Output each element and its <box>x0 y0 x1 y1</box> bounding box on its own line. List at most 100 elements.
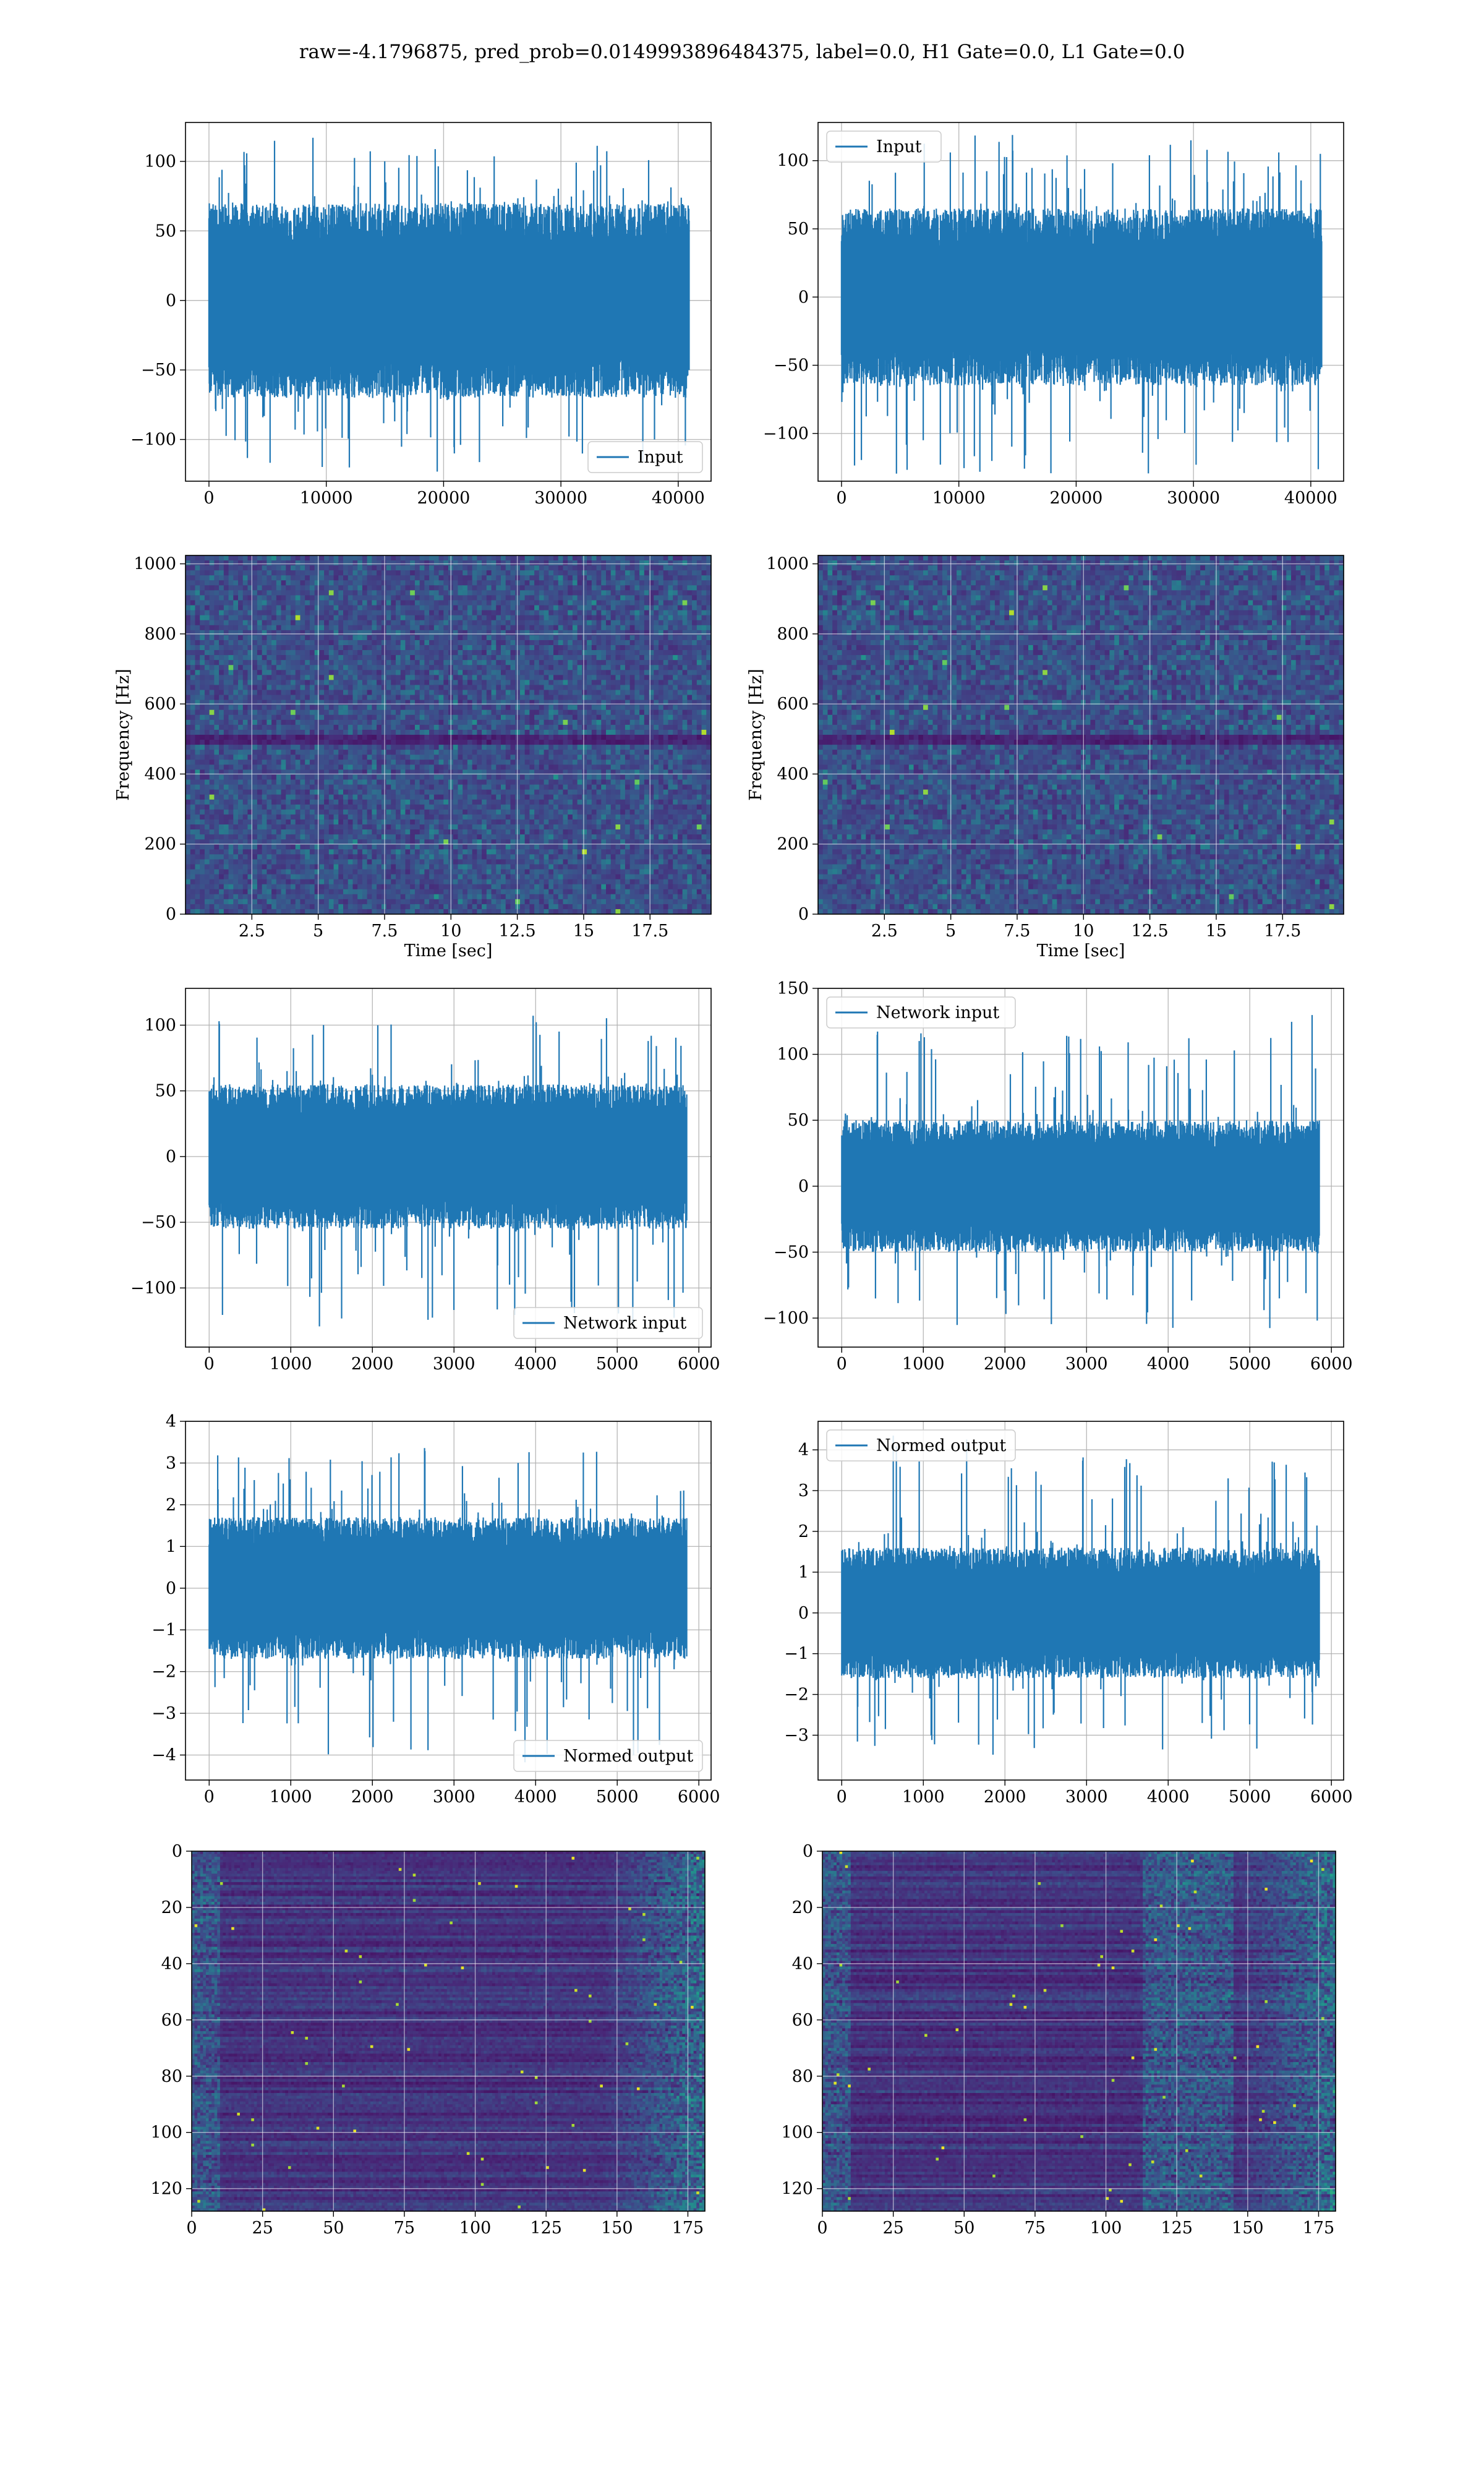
x-tick-label: 6000 <box>678 1787 720 1807</box>
x-tick-label: 40000 <box>1284 489 1337 508</box>
x-axis-label: Time [sec] <box>1037 941 1125 961</box>
y-tick-label: 0 <box>798 1177 809 1196</box>
series-line <box>842 1015 1319 1328</box>
y-tick-label: −100 <box>763 424 809 443</box>
x-tick-label: 2000 <box>351 1787 394 1807</box>
legend: Network input <box>514 1308 702 1338</box>
x-tick-label: 15 <box>1206 922 1227 941</box>
x-tick-label: 175 <box>1303 2219 1335 2238</box>
y-tick-label: −3 <box>784 1726 809 1745</box>
x-tick-label: 4000 <box>514 1355 557 1374</box>
x-tick-label: 150 <box>1232 2219 1264 2238</box>
y-tick-label: 800 <box>144 625 176 644</box>
x-tick-label: 0 <box>836 489 846 508</box>
y-tick-label: 200 <box>144 835 176 854</box>
x-tick-label: 6000 <box>1310 1787 1353 1807</box>
y-tick-label: 40 <box>161 1954 182 1974</box>
y-tick-label: 60 <box>792 2011 813 2030</box>
heatmap-cells <box>818 555 1344 915</box>
x-axis-label: Time [sec] <box>404 941 493 961</box>
y-tick-label: 2 <box>166 1496 176 1515</box>
y-tick-label: 400 <box>777 764 809 784</box>
x-tick-label: 6000 <box>678 1355 720 1374</box>
x-tick-label: 17.5 <box>1264 922 1301 941</box>
heatmap-cells <box>186 555 712 915</box>
x-tick-label: 10000 <box>300 489 353 508</box>
x-tick-label: 4000 <box>1147 1787 1190 1807</box>
x-tick-label: 150 <box>601 2219 633 2238</box>
y-tick-label: 100 <box>777 1045 809 1064</box>
legend-label: Input <box>876 137 922 156</box>
y-tick-label: 80 <box>792 2067 813 2086</box>
x-tick-label: 7.5 <box>371 922 398 941</box>
legend: Network input <box>827 997 1015 1028</box>
y-tick-label: 1000 <box>766 555 809 574</box>
y-tick-label: 0 <box>803 1842 813 1861</box>
x-tick-label: 17.5 <box>631 922 668 941</box>
x-tick-label: 125 <box>1161 2219 1193 2238</box>
y-tick-label: 800 <box>777 625 809 644</box>
x-tick-label: 20000 <box>1049 489 1102 508</box>
series-line <box>209 1448 686 1762</box>
y-tick-label: −3 <box>151 1704 176 1723</box>
x-tick-label: 12.5 <box>499 922 536 941</box>
y-axis-label: Frequency [Hz] <box>746 669 765 800</box>
x-tick-label: 10000 <box>932 489 986 508</box>
y-tick-label: 50 <box>155 221 176 241</box>
x-tick-label: 0 <box>837 1355 847 1374</box>
x-tick-label: 1000 <box>270 1787 312 1807</box>
x-tick-label: 15 <box>573 922 594 941</box>
x-tick-label: 5000 <box>1229 1787 1271 1807</box>
x-tick-label: 25 <box>252 2219 273 2238</box>
y-tick-label: 40 <box>792 1954 813 1974</box>
series-line <box>209 1016 686 1326</box>
y-tick-label: 50 <box>155 1082 176 1101</box>
y-tick-label: −100 <box>130 430 176 450</box>
x-tick-label: 1000 <box>902 1355 945 1374</box>
y-tick-label: 100 <box>781 2123 813 2142</box>
legend-label: Network input <box>563 1314 686 1333</box>
legend: Input <box>827 131 941 162</box>
x-tick-label: 75 <box>1025 2219 1046 2238</box>
x-tick-label: 125 <box>530 2219 562 2238</box>
y-tick-label: 4 <box>166 1412 176 1431</box>
y-tick-label: 100 <box>144 152 176 171</box>
series-line <box>209 138 689 472</box>
x-tick-label: 2.5 <box>239 922 265 941</box>
x-tick-label: 3000 <box>433 1355 475 1374</box>
y-tick-label: −2 <box>784 1685 809 1705</box>
y-tick-label: 3 <box>166 1453 176 1473</box>
x-tick-label: 0 <box>186 2219 197 2238</box>
y-tick-label: 4 <box>798 1440 809 1460</box>
y-tick-label: 80 <box>161 2067 182 2086</box>
y-tick-label: −50 <box>774 356 809 375</box>
x-tick-label: 7.5 <box>1004 922 1030 941</box>
x-tick-label: 5000 <box>596 1355 639 1374</box>
y-tick-label: −50 <box>141 361 176 380</box>
y-tick-label: 20 <box>161 1898 182 1917</box>
heatmap-cells <box>192 1851 706 2212</box>
x-tick-label: 175 <box>672 2219 704 2238</box>
series-line <box>842 135 1322 474</box>
y-tick-label: 0 <box>166 905 176 924</box>
legend-label: Network input <box>876 1003 999 1022</box>
y-tick-label: −4 <box>151 1746 176 1765</box>
y-tick-label: 0 <box>166 291 176 310</box>
y-tick-label: 0 <box>798 288 809 307</box>
legend-label: Normed output <box>876 1436 1006 1455</box>
series-line <box>842 1436 1319 1755</box>
y-tick-label: 0 <box>798 905 809 924</box>
y-tick-label: 0 <box>166 1579 176 1598</box>
chart-h1-spectrogram: 2.5 5 7.5 10 12.5 15 17.502004006008001000Time… <box>114 555 712 961</box>
y-tick-label: −2 <box>151 1663 176 1682</box>
x-tick-label: 3000 <box>1065 1787 1108 1807</box>
x-tick-label: 2.5 <box>871 922 898 941</box>
x-tick-label: 75 <box>394 2219 415 2238</box>
y-tick-label: 1 <box>798 1563 809 1582</box>
